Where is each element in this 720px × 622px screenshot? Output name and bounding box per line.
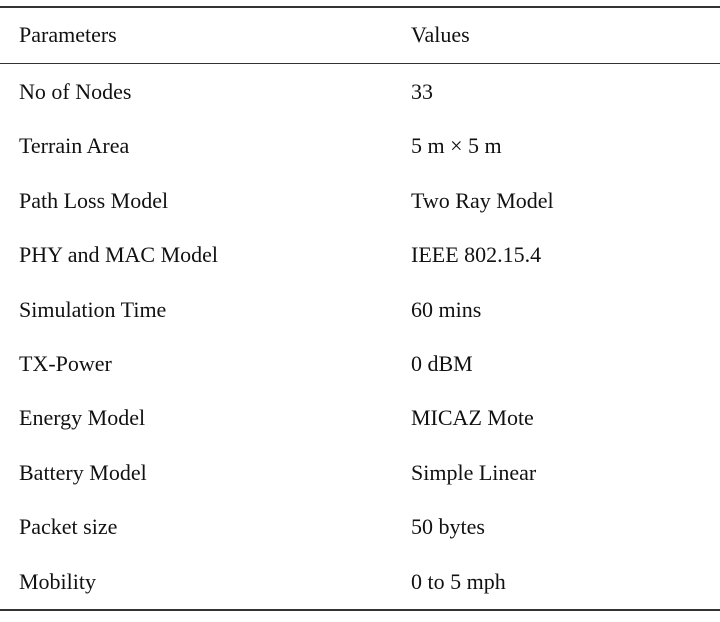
table-cell: 5 m × 5 m: [411, 133, 502, 159]
table-cell: Packet size: [19, 514, 118, 540]
header-row: Parameters Values: [0, 8, 720, 62]
table-row: PHY and MAC Model IEEE 802.15.4: [0, 228, 720, 282]
table-row: Path Loss Model Two Ray Model: [0, 174, 720, 228]
table-cell: Path Loss Model: [19, 187, 169, 213]
table-row: Energy Model MICAZ Mote: [0, 391, 720, 445]
table-cell: Mobility: [19, 568, 97, 594]
table-cell: MICAZ Mote: [411, 405, 534, 431]
table-cell: 33: [411, 79, 433, 104]
table-cell: IEEE 802.15.4: [411, 242, 542, 268]
table-cell: TX-Power: [19, 351, 112, 376]
table-row: Battery Model Simple Linear: [0, 446, 720, 500]
table-cell: Simulation Time: [19, 296, 167, 322]
table-cell: Battery Model: [19, 459, 147, 485]
table-cell: No of Nodes: [19, 79, 132, 104]
table-row: No of Nodes 33: [0, 65, 720, 119]
table-cell: 60 mins: [411, 296, 482, 322]
header-cell: Values: [411, 22, 470, 47]
table-row: Packet size 50 bytes: [0, 500, 720, 554]
table-row: Mobility 0 to 5 mph: [0, 555, 720, 609]
table-cell: 0 to 5 mph: [411, 568, 506, 594]
table-row: Terrain Area 5 m × 5 m: [0, 119, 720, 173]
header-rule: [0, 63, 720, 64]
table-cell: PHY and MAC Model: [19, 242, 219, 268]
table-row: TX-Power 0 dBM: [0, 337, 720, 391]
table-cell: Energy Model: [19, 405, 146, 431]
header-cell: Parameters: [19, 22, 117, 47]
bottom-rule: [0, 609, 720, 611]
table-row: Simulation Time 60 mins: [0, 283, 720, 337]
table-cell: Terrain Area: [19, 133, 130, 159]
table-cell: Simple Linear: [411, 459, 537, 485]
table-cell: Two Ray Model: [411, 187, 554, 213]
table-cell: 50 bytes: [411, 514, 485, 540]
table-cell: 0 dBM: [411, 351, 473, 376]
top-rule: [0, 6, 720, 8]
